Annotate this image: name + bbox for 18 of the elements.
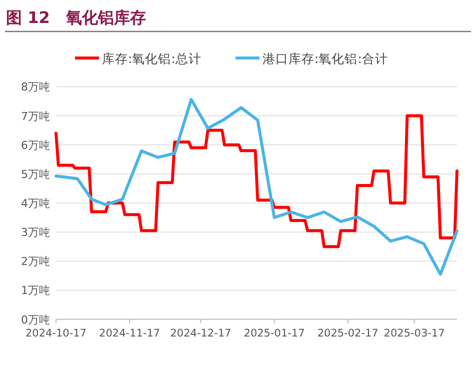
x-tick-label: 2024-11-17 (99, 327, 160, 340)
y-tick-label: 8万吨 (21, 80, 50, 94)
x-tick-label: 2024-12-17 (170, 327, 232, 340)
y-tick-label: 0万吨 (21, 313, 50, 326)
x-tick-label: 2025-01-17 (244, 327, 305, 340)
x-tick-label: 2025-03-17 (384, 327, 445, 340)
title: 图 12 氧化铝库存 (6, 8, 146, 27)
y-tick-label: 5万吨 (21, 168, 50, 181)
x-tick-label: 2024-10-17 (25, 327, 87, 340)
y-tick-label: 3万吨 (21, 226, 50, 240)
y-tick-label: 6万吨 (21, 138, 50, 152)
legend-label: 库存:氧化铝:总计 (102, 51, 202, 66)
x-tick-label: 2025-02-17 (317, 327, 378, 340)
y-tick-label: 7万吨 (21, 110, 50, 123)
y-tick-label: 2万吨 (21, 255, 50, 268)
y-tick-label: 1万吨 (21, 284, 50, 298)
y-tick-label: 4万吨 (21, 197, 50, 210)
legend-label: 港口库存:氧化铝:合计 (262, 51, 388, 66)
